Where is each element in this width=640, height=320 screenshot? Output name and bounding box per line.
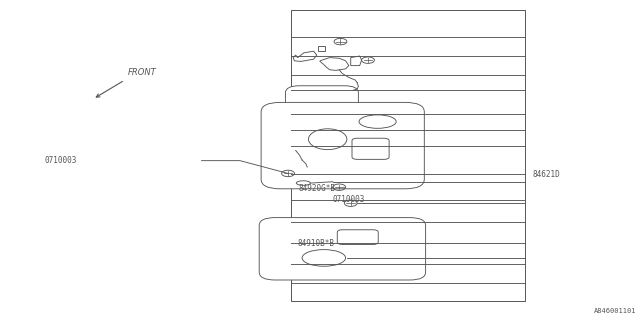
Polygon shape [293,51,317,61]
Bar [291,10,525,301]
Text: 84910B*B: 84910B*B [298,239,335,248]
Polygon shape [351,56,362,66]
FancyBboxPatch shape [259,218,426,280]
FancyBboxPatch shape [337,230,378,244]
Text: 0710003: 0710003 [333,196,365,204]
Text: A846001101: A846001101 [595,308,637,314]
Text: 0710003: 0710003 [45,156,77,165]
FancyBboxPatch shape [285,86,358,121]
Ellipse shape [296,181,310,185]
Ellipse shape [359,115,396,128]
FancyBboxPatch shape [261,102,424,189]
Text: 84621D: 84621D [532,170,560,179]
Text: FRONT: FRONT [128,68,157,77]
Polygon shape [318,46,325,51]
Ellipse shape [302,250,346,266]
Text: 84920G*B: 84920G*B [298,184,335,193]
Ellipse shape [308,129,347,150]
FancyBboxPatch shape [352,138,389,159]
Polygon shape [320,58,349,70]
